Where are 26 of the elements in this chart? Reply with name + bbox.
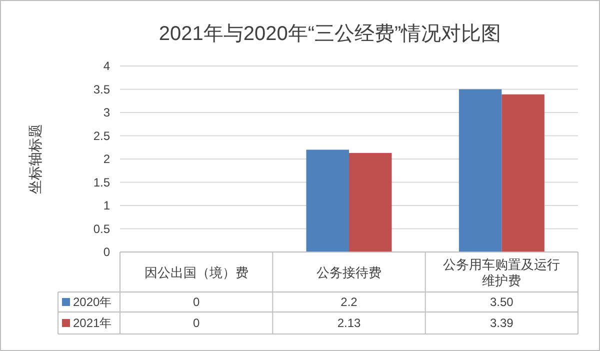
bar xyxy=(306,150,349,252)
data-label: 0 xyxy=(192,316,200,330)
data-label: 2.2 xyxy=(340,295,358,309)
x-tick-label: 因公出国（境）费 xyxy=(144,265,248,280)
data-label: 0 xyxy=(192,295,200,309)
x-tick-label: 公务接待费 xyxy=(316,265,382,280)
y-tick-label: 3.5 xyxy=(93,82,110,96)
y-tick-label: 3 xyxy=(103,106,110,120)
x-tick-label: 公务用车购置及运行维护费 xyxy=(443,257,560,288)
title: 2021年与2020年“三公经费”情况对比图 xyxy=(158,23,502,45)
y-tick-label: 2 xyxy=(103,152,110,166)
y-tick-label: 4 xyxy=(103,59,110,73)
legend-label: 2021年 xyxy=(73,316,112,330)
y-tick-label: 2.5 xyxy=(93,128,110,143)
y-tick-label: 1.5 xyxy=(93,175,110,190)
y-tick-label: 1 xyxy=(103,198,110,212)
bar xyxy=(349,152,392,252)
data-label: 3.50 xyxy=(490,295,514,309)
y-tick-label: 0.5 xyxy=(93,222,110,236)
bar xyxy=(502,94,544,252)
data-label: 2.13 xyxy=(337,316,361,330)
ylabel: 坐标轴标题 xyxy=(27,124,43,194)
data-label: 3.39 xyxy=(490,316,514,330)
y-tick-label: 0 xyxy=(103,245,110,259)
bar xyxy=(458,89,502,252)
legend-label: 2020年 xyxy=(73,295,112,309)
